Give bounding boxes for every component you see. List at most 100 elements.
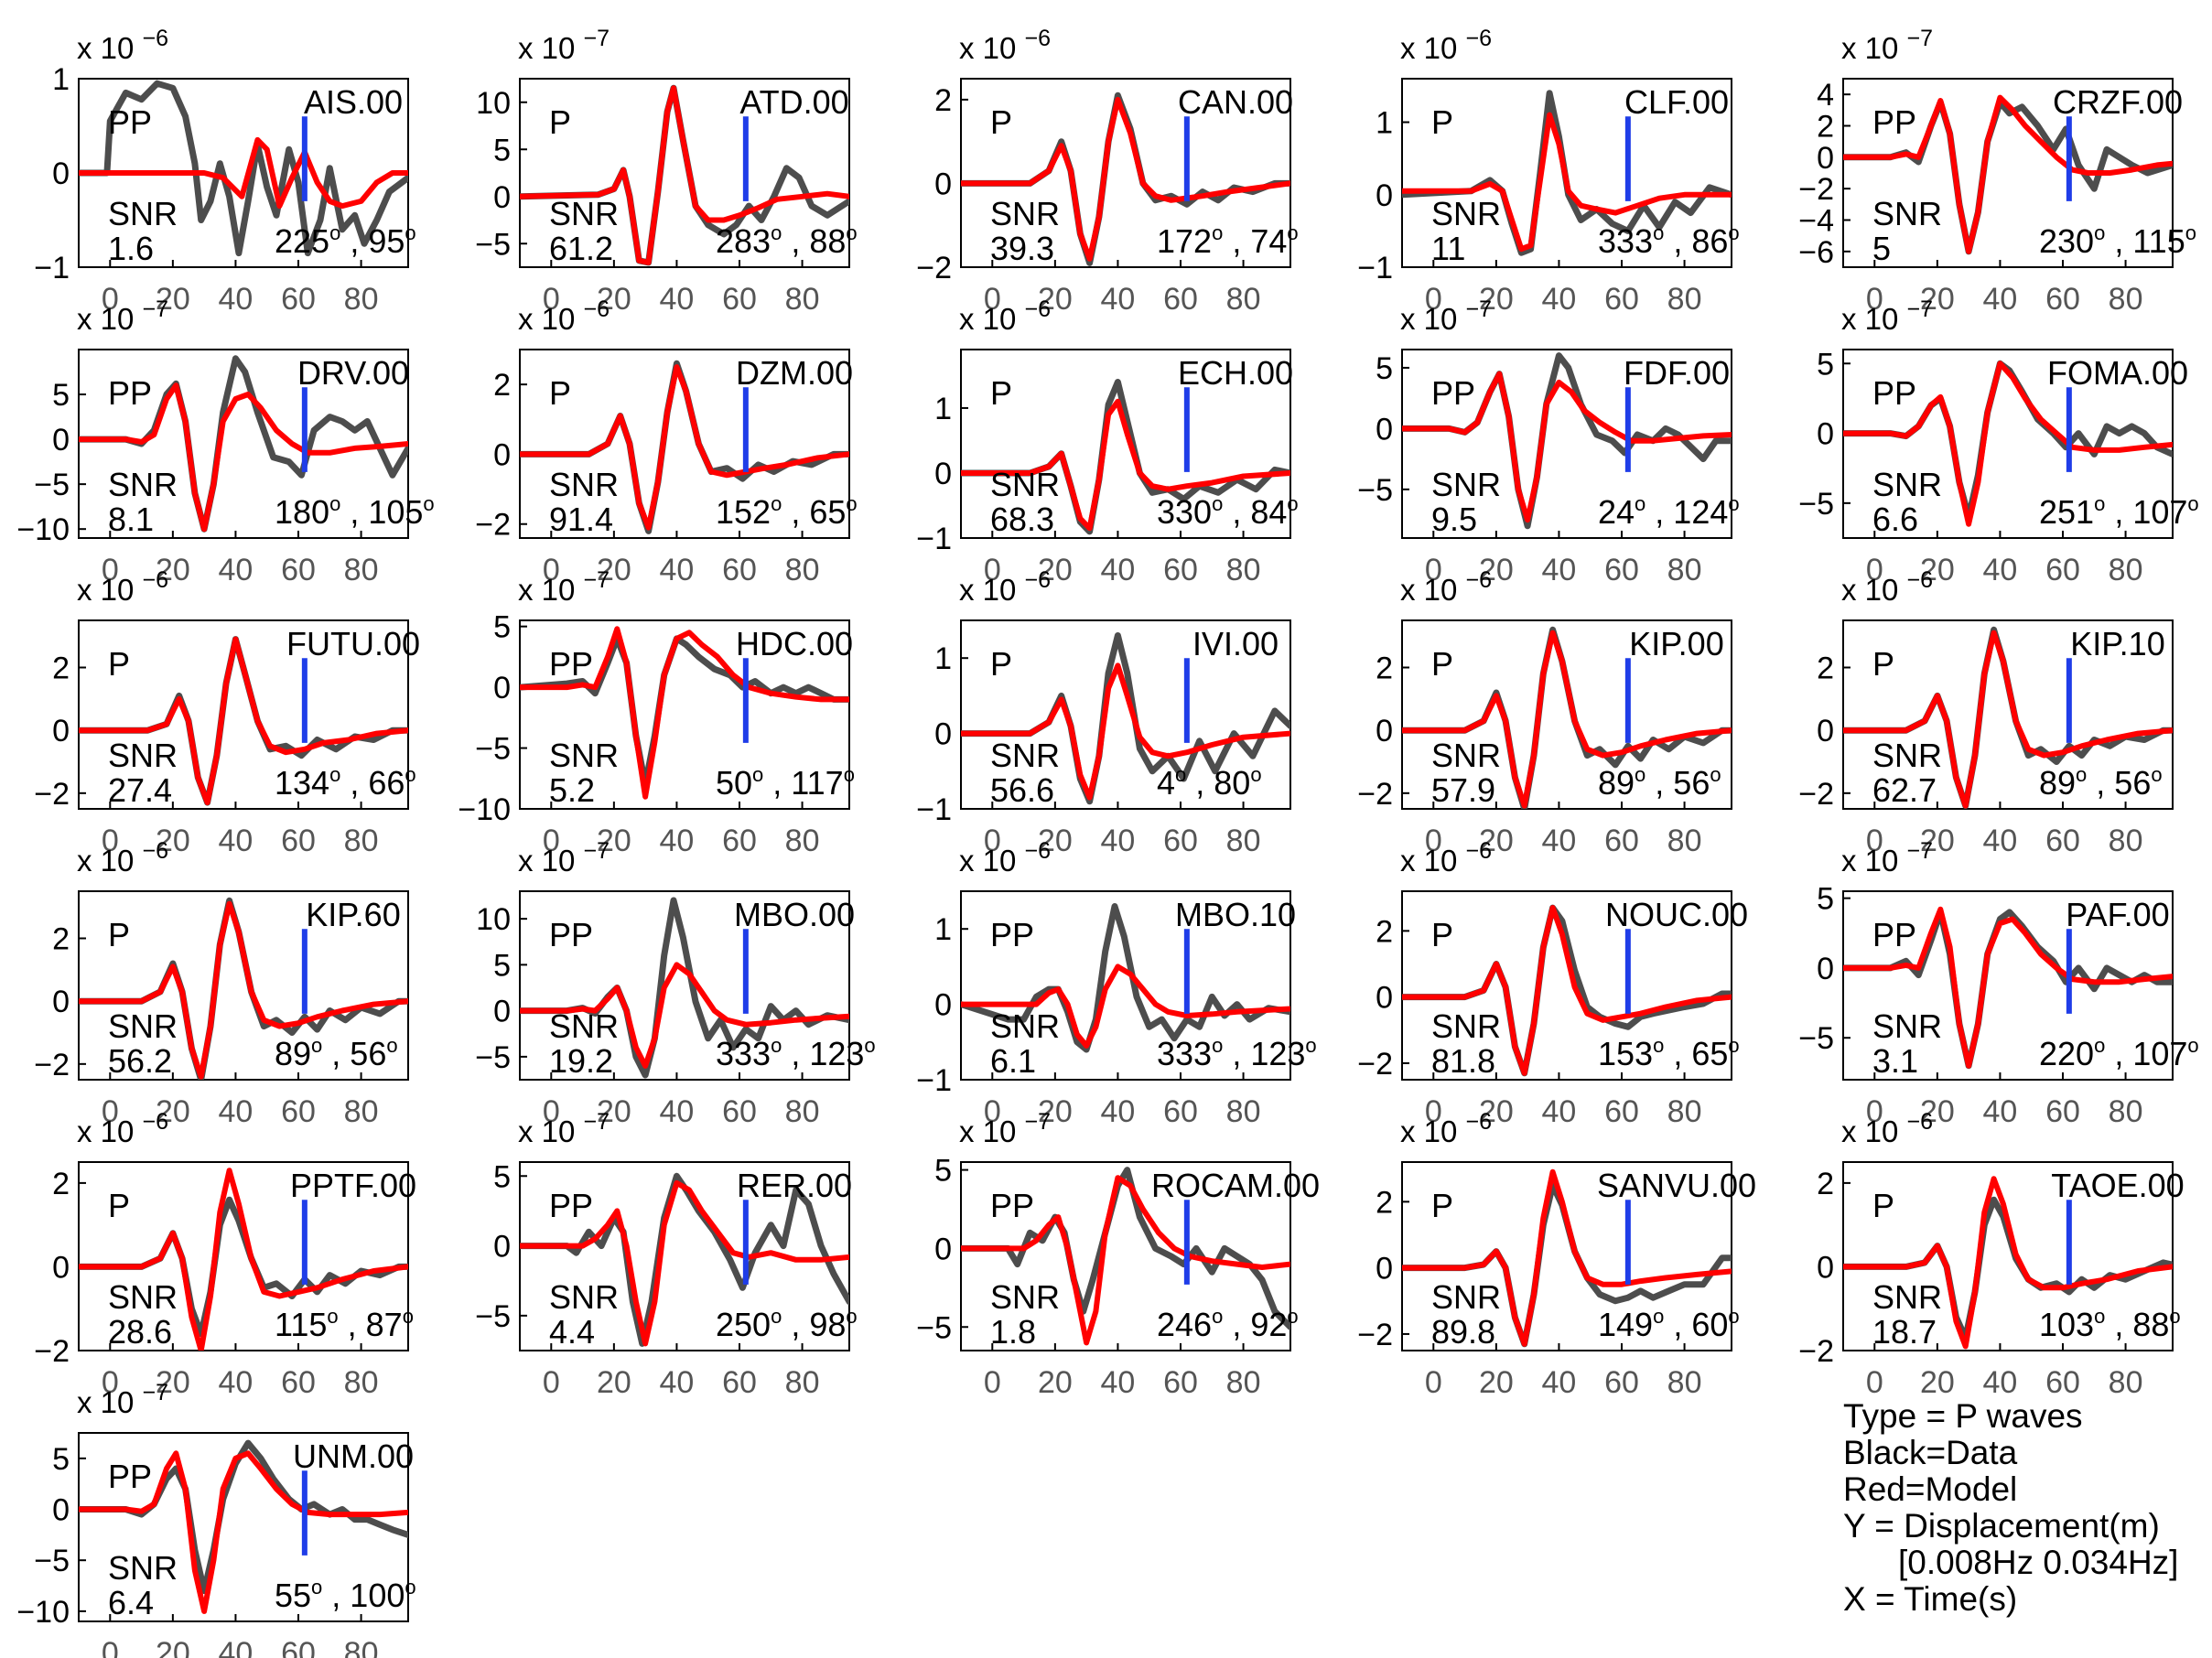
snr-label: SNR bbox=[549, 737, 619, 774]
y-tick-label: 1 bbox=[52, 62, 70, 97]
phase-label: P bbox=[990, 103, 1012, 141]
x-tick-label: 40 bbox=[1983, 1094, 2018, 1129]
x-tick-label: 40 bbox=[219, 1636, 254, 1658]
x-tick-label: 60 bbox=[722, 1094, 757, 1129]
snr-value: 81.8 bbox=[1431, 1042, 1495, 1080]
x-tick-label: 60 bbox=[722, 1365, 757, 1400]
model-trace bbox=[520, 626, 849, 800]
y-tick-label: 0 bbox=[493, 180, 511, 215]
x-tick-label: 20 bbox=[156, 1636, 190, 1658]
axes-frame bbox=[1401, 890, 1732, 1081]
x-tick-label: 0 bbox=[102, 553, 119, 587]
x-tick-label: 0 bbox=[543, 824, 560, 858]
station-label: MBO.10 bbox=[1175, 896, 1296, 933]
y-tick-label: 2 bbox=[1376, 914, 1393, 949]
x-tick-label: 20 bbox=[597, 282, 631, 317]
y-tick-label: 0 bbox=[52, 714, 70, 748]
phase-label: PP bbox=[1872, 916, 1916, 953]
model-trace bbox=[961, 96, 1290, 262]
station-label: RER.00 bbox=[737, 1167, 852, 1204]
station-label: ATD.00 bbox=[739, 83, 848, 121]
x-tick-label: 80 bbox=[2109, 282, 2143, 317]
x-tick-label: 0 bbox=[102, 1636, 119, 1658]
x-tick-label: 80 bbox=[785, 282, 820, 317]
phase-label: P bbox=[1872, 1187, 1894, 1224]
x-tick-label: 20 bbox=[1920, 282, 1955, 317]
x-tick-label: 40 bbox=[1542, 1094, 1577, 1129]
snr-value: 5 bbox=[1872, 230, 1891, 267]
y-tick-label: 2 bbox=[493, 368, 511, 403]
axis-exponent: x 10 −6 bbox=[77, 26, 168, 65]
snr-value: 8.1 bbox=[108, 501, 154, 538]
snr-value: 19.2 bbox=[549, 1042, 613, 1080]
snr-label: SNR bbox=[1872, 737, 1942, 774]
y-tick-label: 2 bbox=[52, 651, 70, 686]
azimuth-distance: 153o , 65o bbox=[1598, 1034, 1740, 1072]
model-trace bbox=[79, 900, 408, 1080]
y-tick-label: −6 bbox=[1798, 235, 1834, 270]
y-tick-label: −5 bbox=[475, 732, 511, 767]
x-tick-label: 80 bbox=[1226, 824, 1261, 858]
x-tick-label: 40 bbox=[1101, 282, 1136, 317]
station-label: DZM.00 bbox=[736, 354, 853, 392]
model-trace bbox=[79, 636, 408, 806]
azimuth-distance: 283o , 88o bbox=[716, 221, 858, 260]
snr-value: 6.1 bbox=[990, 1042, 1036, 1080]
x-tick-label: 80 bbox=[2109, 1365, 2143, 1400]
axis-exponent: x 10 −6 bbox=[1400, 838, 1492, 877]
y-tick-label: 0 bbox=[934, 1232, 952, 1266]
station-label: CRZF.00 bbox=[2053, 83, 2183, 121]
station-label: AIS.00 bbox=[304, 83, 403, 121]
snr-label: SNR bbox=[1872, 1278, 1942, 1316]
y-tick-label: 0 bbox=[52, 156, 70, 191]
x-tick-label: 80 bbox=[1226, 282, 1261, 317]
phase-label: P bbox=[108, 645, 130, 683]
x-tick-label: 40 bbox=[660, 1365, 695, 1400]
x-tick-label: 40 bbox=[1101, 553, 1136, 587]
snr-label: SNR bbox=[990, 1007, 1060, 1045]
station-label: PPTF.00 bbox=[290, 1167, 416, 1204]
snr-value: 39.3 bbox=[990, 230, 1054, 267]
x-tick-label: 20 bbox=[597, 1365, 631, 1400]
y-tick-label: 1 bbox=[1376, 106, 1393, 141]
azimuth-distance: 220o , 107o bbox=[2039, 1034, 2199, 1072]
x-tick-label: 40 bbox=[1983, 282, 2018, 317]
y-tick-label: 5 bbox=[493, 1159, 511, 1194]
y-tick-label: 0 bbox=[52, 423, 70, 458]
y-tick-label: 5 bbox=[1376, 351, 1393, 386]
station-label: DRV.00 bbox=[297, 354, 409, 392]
snr-label: SNR bbox=[990, 737, 1060, 774]
x-tick-label: 60 bbox=[281, 553, 316, 587]
axis-exponent: x 10 −6 bbox=[959, 838, 1051, 877]
axis-exponent: x 10 −7 bbox=[1841, 296, 1933, 336]
snr-value: 5.2 bbox=[549, 771, 595, 809]
phase-label: P bbox=[1872, 645, 1894, 683]
x-tick-label: 40 bbox=[660, 824, 695, 858]
station-label: FUTU.00 bbox=[286, 625, 420, 662]
y-tick-label: −5 bbox=[1798, 1021, 1834, 1056]
y-tick-label: 0 bbox=[493, 671, 511, 705]
y-tick-label: 5 bbox=[1817, 347, 1834, 382]
x-tick-label: 20 bbox=[1479, 1365, 1514, 1400]
model-trace bbox=[520, 364, 849, 531]
axis-exponent: x 10 −7 bbox=[77, 296, 168, 336]
x-tick-label: 60 bbox=[281, 1094, 316, 1129]
y-tick-label: −2 bbox=[916, 251, 952, 285]
station-label: CAN.00 bbox=[1178, 83, 1293, 121]
x-tick-label: 40 bbox=[1542, 824, 1577, 858]
station-label: FDF.00 bbox=[1624, 354, 1730, 392]
x-tick-label: 20 bbox=[597, 553, 631, 587]
data-trace bbox=[79, 80, 408, 257]
x-tick-label: 60 bbox=[281, 824, 316, 858]
azimuth-distance: 50o , 117o bbox=[716, 763, 855, 802]
x-tick-label: 0 bbox=[984, 282, 1001, 317]
x-tick-label: 80 bbox=[1667, 824, 1702, 858]
axes-frame bbox=[960, 349, 1291, 539]
phase-label: P bbox=[549, 374, 571, 412]
snr-label: SNR bbox=[108, 195, 178, 232]
